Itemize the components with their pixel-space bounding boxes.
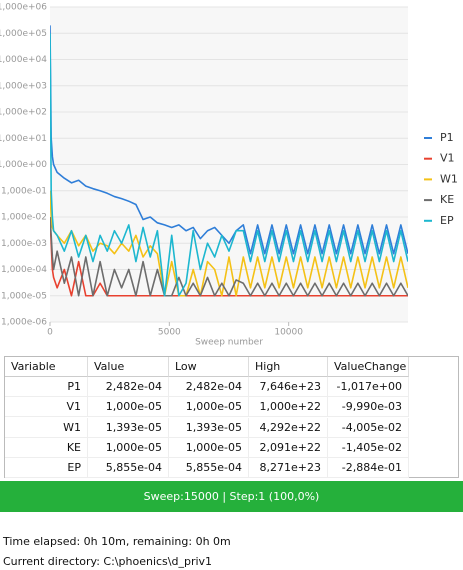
table-cell: 1,393e-05	[88, 417, 169, 438]
y-tick-label: 1,000e+02	[0, 108, 47, 118]
table-cell: 5,855e-04	[88, 458, 169, 478]
x-axis-label: Sweep number	[195, 338, 263, 348]
y-tick-label: 1,000e+00	[0, 160, 47, 170]
progress-bar: Sweep:15000 | Step:1 (100,0%)	[0, 481, 463, 512]
y-tick-label: 1,000e+04	[0, 55, 47, 65]
column-header: Value	[88, 357, 169, 377]
time-info: Time elapsed: 0h 10m, remaining: 0h 0m	[3, 535, 231, 548]
legend-label: KE	[440, 193, 454, 206]
table-cell: -1,017e+00	[328, 377, 409, 398]
table-cell: W1	[5, 417, 88, 438]
table-cell: -2,884e-01	[328, 458, 409, 478]
table-cell: 1,000e+22	[249, 397, 328, 418]
column-header: High	[249, 357, 328, 377]
table-cell: 5,855e-04	[169, 458, 249, 478]
table-cell: 2,482e-04	[88, 377, 169, 398]
y-tick-label: 1,000e-05	[1, 291, 47, 301]
column-header: ValueChange	[328, 357, 409, 377]
table-cell: -1,405e-02	[328, 437, 409, 458]
table-cell: KE	[5, 437, 88, 458]
residual-chart: Sweep number 1,000e-06 1,000e-05 1,000e-04…	[0, 3, 458, 348]
y-tick-label: 1,000e-04	[1, 265, 47, 275]
x-tick-label: 0	[47, 328, 53, 338]
table-cell: 1,000e-05	[169, 397, 249, 418]
variables-table: Variable Value Low High ValueChange P1 2,482e-…	[4, 356, 459, 478]
series-group	[50, 25, 408, 297]
y-tick-label: 1,000e-02	[1, 213, 47, 223]
table-cell: 4,292e+22	[249, 417, 328, 438]
table-cell: 1,000e-05	[88, 437, 169, 458]
table-cell: 1,000e-05	[88, 397, 169, 418]
y-tick-label: 1,000e-03	[1, 239, 47, 249]
series-line	[50, 216, 408, 297]
x-tick-label: 10000	[274, 328, 303, 338]
table-cell: 1,393e-05	[169, 417, 249, 438]
legend-label: P1	[440, 131, 454, 144]
directory-info: Current directory: C:\phoenics\d_priv1	[3, 555, 213, 568]
column-header: Low	[169, 357, 249, 377]
column-header: Variable	[5, 357, 88, 377]
y-tick-label: 1,000e+05	[0, 29, 47, 39]
table-cell: EP	[5, 458, 88, 478]
legend-label: V1	[440, 152, 455, 165]
table-cell: 8,271e+23	[249, 458, 328, 478]
table-cell: -9,990e-03	[328, 397, 409, 418]
y-tick-label: 1,000e+01	[0, 134, 47, 144]
series-line	[50, 190, 408, 297]
series-line	[50, 25, 408, 255]
table-cell: 1,000e-05	[169, 437, 249, 458]
table-cell: 2,091e+22	[249, 437, 328, 458]
x-tick-label: 5000	[158, 328, 181, 338]
y-tick-label: 1,000e-06	[1, 318, 47, 328]
series-line	[50, 33, 408, 297]
table-cell: 2,482e-04	[169, 377, 249, 398]
table-cell: V1	[5, 397, 88, 418]
series-line	[50, 216, 408, 297]
y-tick-label: 1,000e-01	[1, 186, 47, 196]
table-cell: P1	[5, 377, 88, 398]
table-cell: -4,005e-02	[328, 417, 409, 438]
y-tick-label: 1,000e+06	[0, 3, 47, 13]
y-tick-label: 1,000e+03	[0, 81, 47, 91]
legend-label: EP	[440, 214, 454, 227]
legend-label: W1	[440, 172, 458, 185]
table-cell: 7,646e+23	[249, 377, 328, 398]
